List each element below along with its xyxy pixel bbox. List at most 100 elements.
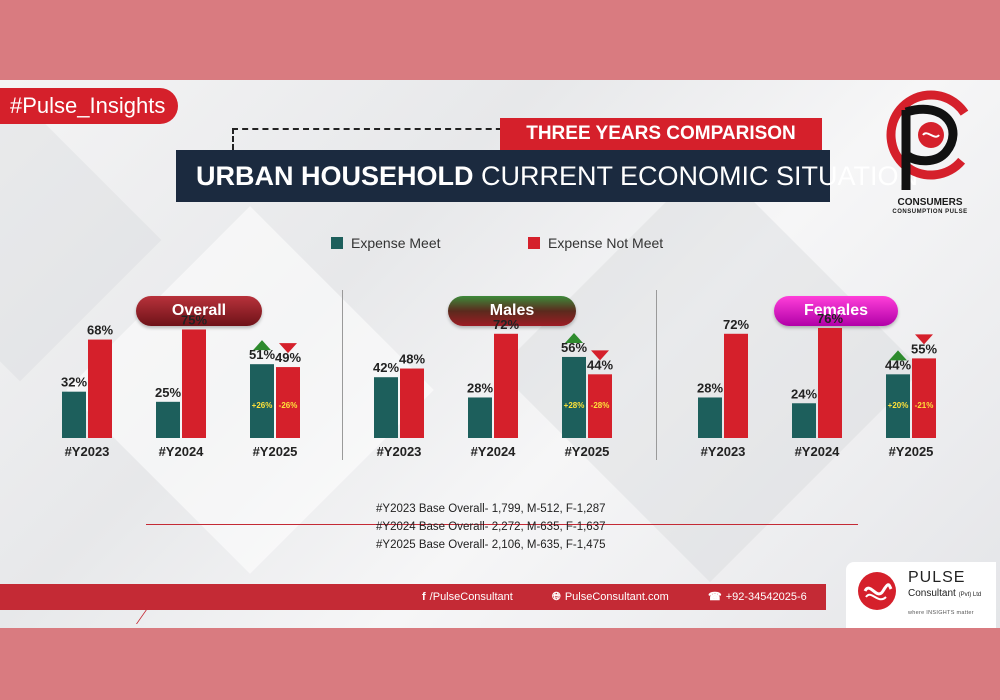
bar-overall-meet-y2024 — [156, 401, 180, 438]
footer-facebook[interactable]: f/PulseConsultant — [422, 589, 513, 605]
bar-charts: 32% 68% #Y2023 25% 75% #Y2024 51% +26% 49% -26% #Y… — [61, 311, 937, 459]
legend-swatch-meet — [331, 237, 343, 249]
category-label-females: #Y2023 — [701, 444, 746, 459]
value-label-overall-not-meet: 49% — [275, 350, 301, 365]
bar-overall-not-meet-y2025 — [276, 367, 300, 438]
panel-divider — [656, 290, 657, 460]
panel-title-females: Females — [774, 296, 898, 326]
panel-title-overall: Overall — [136, 296, 262, 326]
footer-facebook-text: /PulseConsultant — [429, 591, 513, 603]
logo-text-consumers: CONSUMERS — [897, 197, 963, 208]
value-label-females-meet: 28% — [697, 380, 723, 395]
value-label-females-meet: 44% — [885, 357, 911, 372]
value-label-males-not-meet: 44% — [587, 357, 613, 372]
bar-overall-not-meet-y2024 — [182, 329, 206, 438]
footer-phone[interactable]: ☎ +92-34542025-6 — [708, 589, 807, 605]
base-note-2024: #Y2024 Base Overall- 2,272, M-635, F-1,6… — [376, 521, 606, 533]
base-divider-line — [146, 524, 858, 525]
value-label-males-meet: 28% — [467, 380, 493, 395]
footer-website-text: PulseConsultant.com — [564, 591, 669, 603]
main-title: URBAN HOUSEHOLD CURRENT ECONOMIC SITUATI… — [176, 150, 918, 202]
value-label-overall-meet: 25% — [155, 385, 181, 400]
down-arrow-icon — [279, 343, 297, 354]
bar-females-not-meet-y2024 — [818, 328, 842, 438]
bar-overall-not-meet-y2023 — [88, 339, 112, 438]
bar-females-not-meet-y2025 — [912, 358, 936, 438]
bar-males-meet-y2025 — [562, 356, 586, 438]
category-label-overall: #Y2025 — [253, 444, 298, 459]
bar-males-meet-y2024 — [468, 397, 492, 438]
comparison-tag: THREE YEARS COMPARISON — [500, 118, 822, 150]
pulse-emblem-icon — [858, 572, 896, 610]
legend-expense-meet: Expense Meet — [331, 235, 441, 251]
pulse-logo-sub: Consultant (Pvt) Ltd — [908, 588, 981, 599]
change-label-females-meet: +20% — [888, 401, 909, 410]
main-title-rest: CURRENT ECONOMIC SITUATION — [473, 161, 919, 191]
category-label-females: #Y2024 — [795, 444, 841, 459]
consumers-pulse-logo — [886, 90, 976, 190]
dashed-connector — [232, 128, 512, 158]
category-label-overall: #Y2024 — [159, 444, 205, 459]
base-note-2023: #Y2023 Base Overall- 1,799, M-512, F-1,2… — [376, 503, 606, 515]
value-label-overall-meet: 32% — [61, 375, 87, 390]
up-arrow-icon — [565, 332, 583, 343]
bar-females-meet-y2024 — [792, 403, 816, 438]
value-label-males-not-meet: 72% — [493, 317, 519, 332]
panel-title-males: Males — [448, 296, 576, 326]
down-arrow-icon — [591, 350, 609, 361]
value-label-overall-not-meet: 75% — [181, 312, 207, 327]
footer-bar — [0, 584, 826, 610]
bar-overall-meet-y2025 — [250, 364, 274, 438]
logo-text-consumption-pulse: CONSUMPTION PULSE — [892, 209, 968, 215]
legend-label-meet: Expense Meet — [351, 235, 441, 251]
value-label-females-not-meet: 55% — [911, 341, 937, 356]
bar-males-not-meet-y2025 — [588, 374, 612, 438]
pulse-logo-tagline: where INSIGHTS matter — [908, 610, 974, 616]
value-label-females-not-meet: 72% — [723, 317, 749, 332]
footer-website[interactable]: 🌐︎ PulseConsultant.com — [552, 589, 669, 605]
main-title-bold: URBAN HOUSEHOLD — [196, 161, 474, 191]
bar-females-not-meet-y2023 — [724, 333, 748, 438]
category-label-males: #Y2025 — [565, 444, 610, 459]
value-label-males-meet: 56% — [561, 340, 587, 355]
category-label-females: #Y2025 — [889, 444, 934, 459]
infographic-canvas: #Pulse_Insights THREE YEARS COMPARISON U… — [0, 80, 1000, 628]
bar-males-not-meet-y2024 — [494, 333, 518, 438]
category-label-males: #Y2024 — [471, 444, 517, 459]
pulse-logo-name: PULSE — [908, 569, 966, 586]
bar-males-not-meet-y2023 — [400, 368, 424, 438]
base-notes: #Y2023 Base Overall- 1,799, M-512, F-1,2… — [376, 500, 676, 554]
up-arrow-icon — [889, 350, 907, 361]
panel-divider — [342, 290, 343, 460]
bar-females-meet-y2025 — [886, 374, 910, 438]
bar-females-meet-y2023 — [698, 397, 722, 438]
value-label-females-meet: 24% — [791, 386, 817, 401]
globe-icon: 🌐︎ — [552, 591, 561, 603]
change-label-overall-not-meet: -26% — [279, 401, 298, 410]
category-label-overall: #Y2023 — [65, 444, 110, 459]
category-label-males: #Y2023 — [377, 444, 422, 459]
bar-overall-meet-y2023 — [62, 391, 86, 438]
hashtag-banner: #Pulse_Insights — [0, 88, 178, 124]
change-label-females-not-meet: -21% — [915, 401, 934, 410]
pulse-logo-sub-suffix: (Pvt) Ltd — [958, 592, 982, 598]
legend-swatch-not-meet — [528, 237, 540, 249]
legend-expense-not-meet: Expense Not Meet — [528, 235, 663, 251]
phone-icon: ☎ — [708, 591, 722, 603]
value-label-females-not-meet: 76% — [817, 311, 843, 326]
value-label-overall-not-meet: 68% — [87, 323, 113, 338]
change-label-males-not-meet: -28% — [591, 401, 610, 410]
footer-phone-text: +92-34542025-6 — [725, 591, 807, 603]
bar-males-meet-y2023 — [374, 377, 398, 438]
value-label-males-not-meet: 48% — [399, 352, 425, 367]
change-label-overall-meet: +26% — [252, 401, 273, 410]
base-note-2025: #Y2025 Base Overall- 2,106, M-635, F-1,4… — [376, 539, 606, 551]
value-label-overall-meet: 51% — [249, 347, 275, 362]
legend-label-not-meet: Expense Not Meet — [548, 235, 664, 251]
facebook-icon: f — [422, 591, 426, 603]
pulse-logo-sub-main: Consultant — [908, 588, 956, 599]
down-arrow-icon — [915, 334, 933, 345]
up-arrow-icon — [253, 340, 271, 351]
change-label-males-meet: +28% — [564, 401, 585, 410]
value-label-males-meet: 42% — [373, 360, 399, 375]
